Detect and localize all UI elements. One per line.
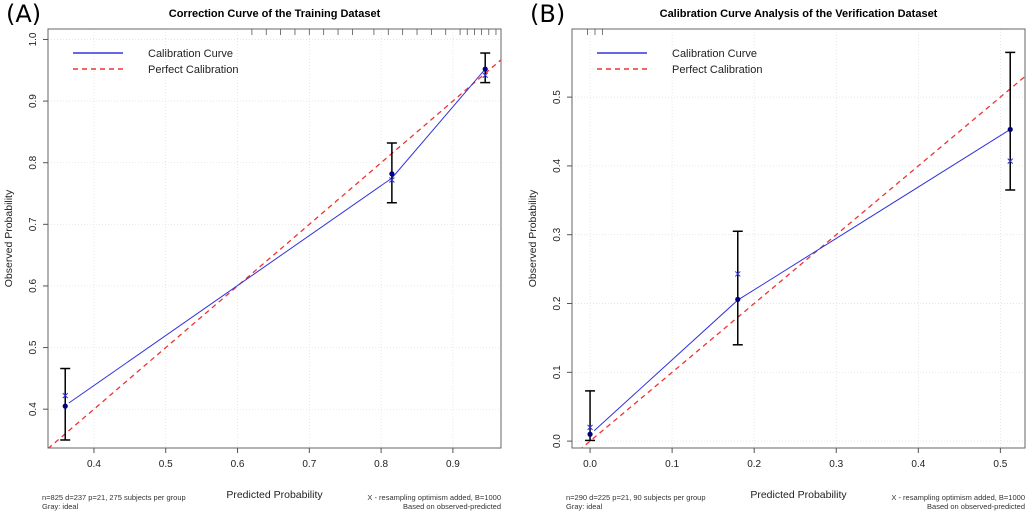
panel-label: (A) bbox=[6, 0, 41, 28]
legend-perfect-label: Perfect Calibration bbox=[148, 64, 239, 76]
y-tick-label: 0.1 bbox=[552, 365, 563, 379]
x-tick-label: 0.5 bbox=[159, 459, 173, 470]
corrected-point-marker bbox=[734, 271, 741, 277]
observed-point bbox=[1007, 126, 1013, 133]
y-axis-label: Observed Probability bbox=[527, 189, 539, 287]
corrected-point-marker bbox=[62, 392, 69, 399]
y-tick-label: 0.8 bbox=[28, 155, 39, 169]
observed-point bbox=[735, 296, 741, 302]
y-tick-label: 0.4 bbox=[28, 402, 39, 416]
y-tick-label: 0.6 bbox=[28, 279, 39, 293]
x-tick-label: 0.2 bbox=[747, 459, 761, 470]
y-tick-label: 0.2 bbox=[552, 296, 563, 310]
x-tick-label: 0.4 bbox=[87, 459, 101, 470]
y-axis-label: Observed Probability bbox=[3, 189, 15, 287]
legend-calibration-label: Calibration Curve bbox=[148, 48, 233, 60]
y-tick-label: 0.7 bbox=[28, 217, 39, 231]
chart-title: Calibration Curve Analysis of the Verifi… bbox=[660, 8, 938, 20]
plot-area bbox=[580, 29, 1025, 448]
calibration-curve bbox=[68, 68, 486, 404]
x-tick-label: 0.9 bbox=[446, 459, 460, 470]
panel-a: (A) Correction Curve of the Training Data… bbox=[3, 0, 502, 511]
perfect-calibration-line bbox=[580, 75, 1025, 448]
corrected-point-marker bbox=[482, 72, 489, 79]
y-tick-label: 0.5 bbox=[552, 90, 563, 104]
observed-point bbox=[482, 66, 488, 72]
corrected-point-marker bbox=[1007, 158, 1014, 164]
ideal-note: Gray: ideal bbox=[42, 502, 79, 511]
plot-area bbox=[48, 29, 501, 448]
y-tick-label: 0.0 bbox=[552, 434, 563, 448]
y-tick-label: 1.0 bbox=[28, 32, 39, 46]
resampling-note: X - resampling optimism added, B=1000 bbox=[367, 493, 501, 502]
y-tick-label: 0.4 bbox=[552, 159, 563, 173]
x-axis-label: Predicted Probability bbox=[750, 489, 847, 501]
panel-b: (B) Calibration Curve Analysis of the Ver… bbox=[527, 0, 1026, 511]
resampling-note: X - resampling optimism added, B=1000 bbox=[891, 493, 1025, 502]
based-on-note: Based on observed-predicted bbox=[927, 502, 1025, 511]
observed-point bbox=[62, 403, 68, 409]
ideal-note: Gray: ideal bbox=[566, 502, 603, 511]
x-tick-label: 0.0 bbox=[583, 459, 597, 470]
x-tick-label: 0.1 bbox=[665, 459, 679, 470]
chart-title: Correction Curve of the Training Dataset bbox=[169, 8, 381, 20]
legend-perfect-label: Perfect Calibration bbox=[672, 64, 763, 76]
sample-note: n=825 d=237 p=21, 275 subjects per group bbox=[42, 493, 186, 502]
plot-frame bbox=[47, 28, 502, 449]
x-tick-label: 0.6 bbox=[231, 459, 245, 470]
x-tick-label: 0.5 bbox=[993, 459, 1007, 470]
y-tick-label: 0.5 bbox=[28, 340, 39, 354]
x-tick-label: 0.8 bbox=[374, 459, 388, 470]
perfect-calibration-line bbox=[48, 58, 501, 448]
x-tick-label: 0.7 bbox=[302, 459, 316, 470]
y-tick-label: 0.9 bbox=[28, 94, 39, 108]
panel-label: (B) bbox=[530, 0, 565, 28]
corrected-point-marker bbox=[389, 177, 395, 183]
sample-note: n=290 d=225 p=21, 90 subjects per group bbox=[566, 493, 706, 502]
corrected-point-marker bbox=[587, 424, 593, 431]
y-tick-label: 0.3 bbox=[552, 227, 563, 241]
observed-point bbox=[389, 171, 395, 177]
based-on-note: Based on observed-predicted bbox=[403, 502, 501, 511]
x-tick-label: 0.4 bbox=[911, 459, 925, 470]
x-tick-label: 0.3 bbox=[829, 459, 843, 470]
observed-point bbox=[587, 431, 593, 437]
x-axis-label: Predicted Probability bbox=[226, 489, 323, 501]
legend-calibration-label: Calibration Curve bbox=[672, 48, 757, 60]
plot-frame bbox=[571, 28, 1026, 449]
